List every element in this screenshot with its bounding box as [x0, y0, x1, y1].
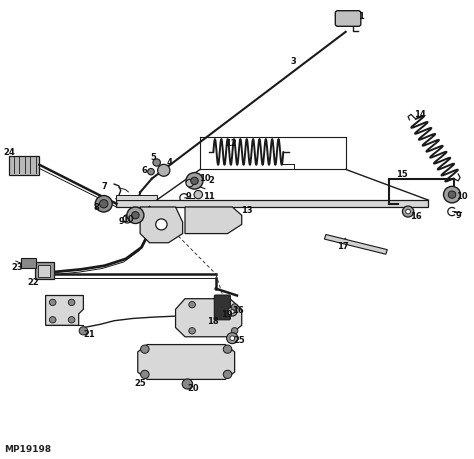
Text: 10: 10	[199, 174, 210, 183]
Circle shape	[127, 207, 144, 224]
Text: 25: 25	[134, 378, 146, 387]
Circle shape	[68, 317, 75, 323]
Circle shape	[68, 300, 75, 306]
Circle shape	[100, 200, 108, 208]
Text: 9: 9	[118, 217, 124, 226]
Circle shape	[230, 336, 235, 341]
Circle shape	[231, 304, 238, 310]
Circle shape	[194, 191, 202, 199]
Text: MP19198: MP19198	[4, 444, 52, 453]
Circle shape	[186, 180, 193, 187]
Text: 1: 1	[358, 12, 364, 21]
Text: 16: 16	[232, 305, 244, 314]
Text: 10: 10	[121, 215, 133, 224]
Circle shape	[157, 165, 170, 177]
Text: 12: 12	[226, 139, 237, 148]
Bar	[20, 258, 36, 269]
Text: 16: 16	[410, 211, 421, 220]
Circle shape	[148, 169, 155, 175]
Text: 8: 8	[93, 202, 99, 211]
FancyBboxPatch shape	[335, 11, 361, 27]
Text: 15: 15	[396, 169, 407, 178]
Text: 6: 6	[142, 166, 148, 174]
Circle shape	[444, 187, 461, 203]
Circle shape	[223, 370, 232, 379]
Text: 24: 24	[3, 148, 15, 157]
Text: 9: 9	[456, 210, 461, 219]
Polygon shape	[9, 156, 39, 175]
Circle shape	[448, 191, 456, 199]
Circle shape	[406, 210, 410, 214]
Text: 5: 5	[150, 153, 156, 162]
Circle shape	[223, 345, 232, 353]
Circle shape	[230, 310, 234, 313]
Text: 10: 10	[456, 192, 467, 201]
Text: 3: 3	[291, 56, 297, 66]
Polygon shape	[185, 207, 242, 234]
Text: 14: 14	[414, 110, 426, 119]
Circle shape	[228, 307, 237, 316]
Text: 11: 11	[203, 192, 215, 201]
Circle shape	[49, 300, 56, 306]
Polygon shape	[175, 299, 242, 337]
Text: 20: 20	[188, 383, 200, 392]
Circle shape	[153, 159, 160, 167]
Circle shape	[141, 370, 149, 379]
Text: 4: 4	[167, 157, 173, 166]
Circle shape	[189, 302, 195, 308]
Circle shape	[189, 328, 195, 334]
Circle shape	[191, 178, 198, 185]
Text: 2: 2	[208, 176, 214, 185]
Text: 7: 7	[102, 182, 108, 190]
Polygon shape	[140, 207, 182, 243]
Text: 9: 9	[186, 192, 191, 201]
Text: 13: 13	[241, 206, 252, 215]
Circle shape	[156, 219, 167, 230]
Polygon shape	[117, 201, 428, 208]
Circle shape	[49, 317, 56, 323]
Text: 19: 19	[221, 310, 232, 319]
Polygon shape	[324, 235, 387, 255]
Circle shape	[182, 379, 192, 389]
Bar	[37, 266, 50, 277]
Text: 17: 17	[337, 241, 349, 250]
Circle shape	[95, 196, 112, 213]
Bar	[35, 263, 54, 280]
Text: 23: 23	[11, 263, 23, 272]
Polygon shape	[117, 195, 156, 201]
Polygon shape	[46, 296, 83, 325]
Circle shape	[132, 212, 139, 219]
Circle shape	[141, 345, 149, 353]
Text: 18: 18	[207, 317, 218, 325]
FancyBboxPatch shape	[214, 296, 230, 320]
Circle shape	[231, 328, 238, 334]
Circle shape	[227, 333, 238, 344]
Text: 25: 25	[234, 336, 245, 345]
Text: 21: 21	[84, 330, 95, 338]
Polygon shape	[138, 345, 235, 380]
Circle shape	[186, 173, 203, 190]
Circle shape	[402, 207, 414, 218]
Circle shape	[79, 327, 88, 335]
Text: 22: 22	[27, 278, 39, 286]
